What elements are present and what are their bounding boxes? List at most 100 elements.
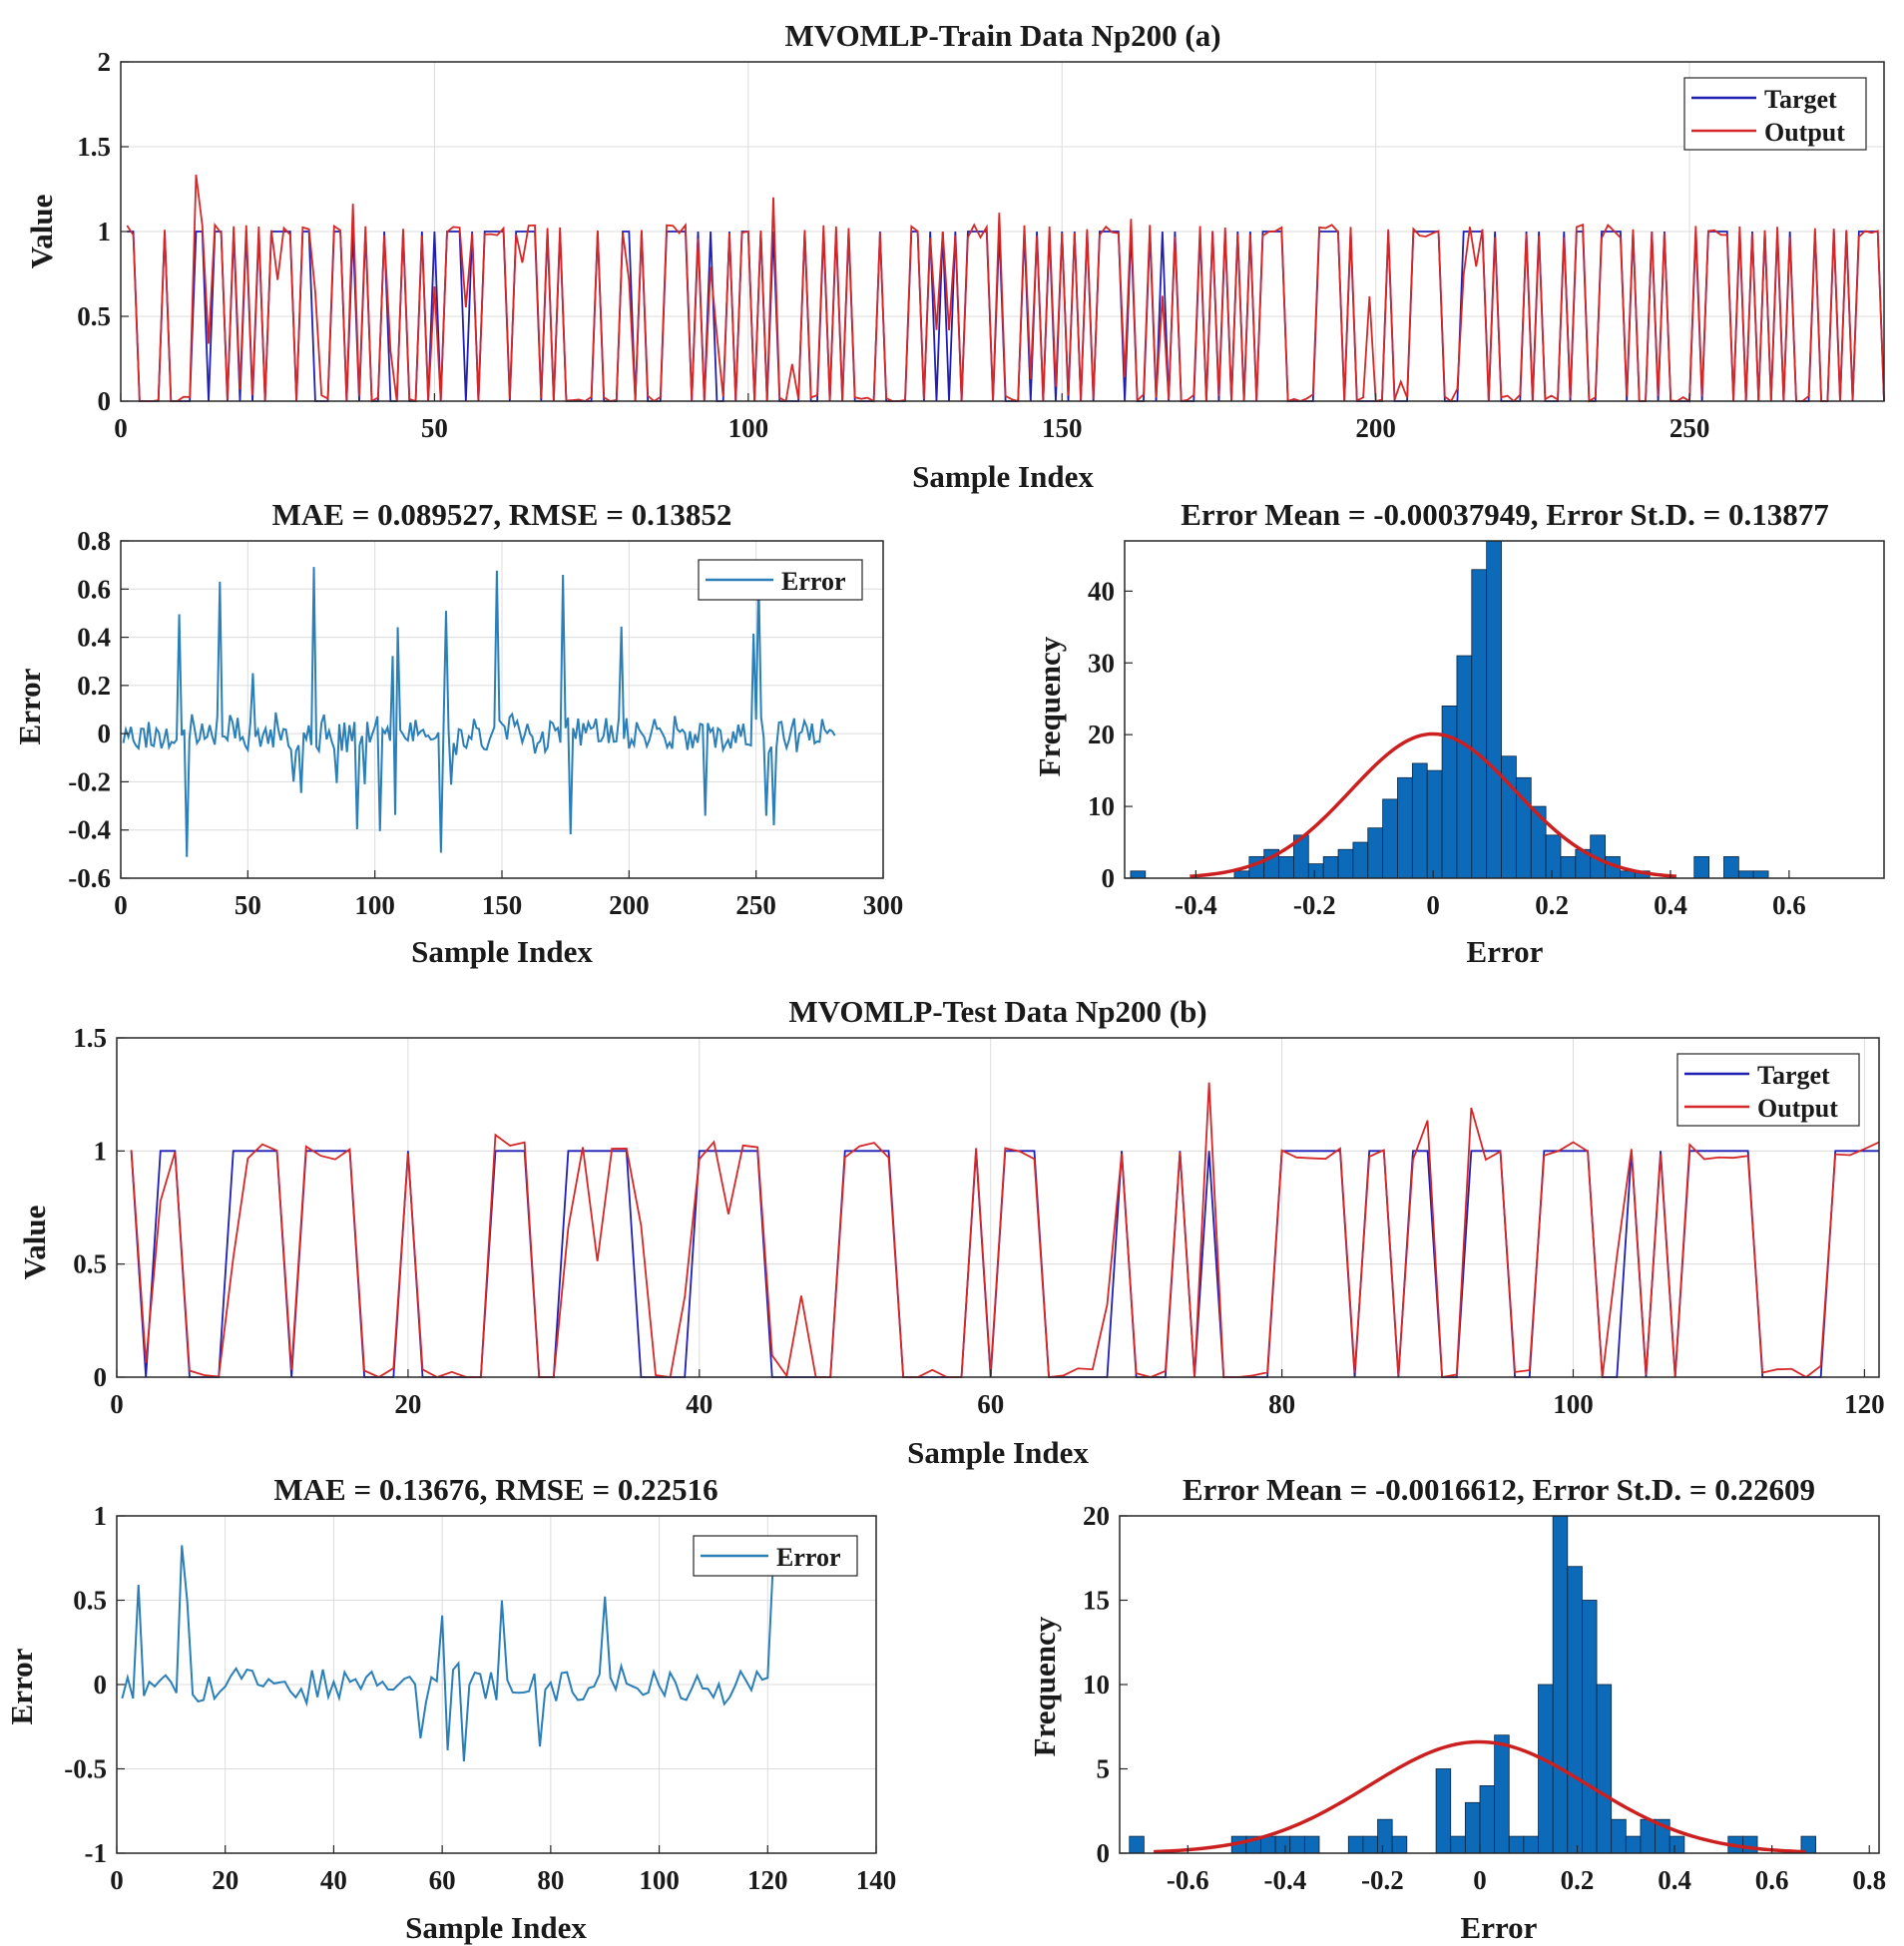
- x-tick-label: -0.6: [1167, 1865, 1209, 1895]
- test-error-line: [121, 1545, 774, 1762]
- x-tick-label: 0.2: [1561, 1865, 1595, 1895]
- x-tick-label: 0.4: [1658, 1865, 1691, 1895]
- train-hist-title: Error Mean = -0.00037949, Error St.D. = …: [1181, 497, 1829, 532]
- histogram-bar: [1640, 1818, 1657, 1854]
- x-tick-label: 0: [1426, 890, 1440, 920]
- histogram-bar: [1479, 1785, 1496, 1854]
- series-output-line: [130, 1082, 1880, 1379]
- histogram-bar: [1560, 856, 1577, 879]
- histogram-bar: [1274, 1835, 1291, 1854]
- x-tick-label: -0.2: [1293, 890, 1336, 920]
- histogram-bar: [1426, 769, 1443, 879]
- y-tick-label: 0.4: [77, 623, 111, 653]
- test-hist-xlabel: Error: [1461, 1910, 1538, 1945]
- panel-train-series: MVOMLP-Train Data Np200 (a) 0 50 100 150 200…: [24, 18, 1885, 494]
- x-tick-label: 0.6: [1772, 890, 1806, 920]
- normal-fit-curve: [1190, 731, 1677, 878]
- histogram-bar: [1391, 1835, 1408, 1854]
- histogram-bar: [1303, 1835, 1320, 1854]
- train-series-xlabel: Sample Index: [912, 459, 1094, 494]
- histogram-bar: [1435, 1768, 1452, 1854]
- histogram-bar: [1596, 1684, 1613, 1854]
- x-tick-label: 120: [747, 1865, 788, 1895]
- histogram-bar: [1456, 655, 1473, 879]
- series-output-line: [126, 174, 1885, 403]
- histogram-bar: [1464, 1801, 1481, 1854]
- x-tick-label: 60: [429, 1865, 456, 1895]
- train-error-legend: Error: [698, 559, 863, 601]
- train-hist-axes-box: [1124, 540, 1885, 879]
- test-series-title: MVOMLP-Test Data Np200 (b): [788, 994, 1206, 1029]
- histogram-bar: [1450, 1835, 1466, 1854]
- histogram-bar: [1582, 1600, 1598, 1854]
- x-tick-label: 40: [320, 1865, 347, 1895]
- y-tick-label: 0: [94, 1670, 108, 1700]
- x-tick-label: 250: [735, 890, 776, 920]
- x-tick-label: 40: [686, 1389, 713, 1419]
- y-tick-label: 0.5: [77, 301, 111, 331]
- train-hist-ylabel: Frequency: [1032, 636, 1067, 776]
- x-tick-label: 0: [110, 1865, 124, 1895]
- histogram-bar: [1501, 755, 1517, 879]
- histogram-bar: [1411, 762, 1428, 879]
- test-series-axes-box: [116, 1037, 1880, 1378]
- y-tick-label: 0: [94, 1362, 108, 1392]
- x-tick-label: 0: [110, 1389, 124, 1419]
- panel-train-error: MAE = 0.089527, RMSE = 0.13852 0 50 100 150…: [12, 497, 903, 969]
- error-line: [121, 1545, 774, 1762]
- x-tick-label: 250: [1669, 413, 1710, 443]
- y-tick-label: 0: [1097, 1838, 1111, 1868]
- histogram-bar: [1494, 1734, 1510, 1854]
- histogram-bar: [1552, 1515, 1569, 1854]
- x-tick-label: 0: [114, 890, 128, 920]
- histogram-bar: [1625, 1835, 1642, 1854]
- y-tick-label: 1: [94, 1136, 108, 1166]
- y-tick-label: 0: [98, 719, 112, 748]
- histogram-bar: [1260, 1835, 1276, 1854]
- y-tick-label: 40: [1088, 576, 1115, 606]
- train-series-legend-box: [1683, 77, 1867, 151]
- y-tick-label: 15: [1083, 1586, 1110, 1616]
- train-error-xlabel: Sample Index: [411, 934, 593, 969]
- test-error-ylabel: Error: [4, 1648, 39, 1724]
- x-tick-label: 50: [235, 890, 261, 920]
- legend-target-label: Target: [1757, 1061, 1830, 1090]
- train-error-ticks: 0 50 100 150 200 250 300 -0.6 -0.4 -0.2 0 0.2 0.4 0.6…: [68, 526, 903, 920]
- histogram-bar: [1752, 870, 1769, 879]
- train-hist-xlabel: Error: [1467, 934, 1544, 969]
- histogram-bar: [1337, 848, 1354, 879]
- histogram-bar: [1322, 856, 1339, 879]
- legend-error-label: Error: [781, 567, 846, 596]
- x-tick-label: 150: [1042, 413, 1083, 443]
- y-tick-label: 0: [1102, 863, 1116, 893]
- train-series-ylabel: Value: [24, 195, 59, 269]
- histogram-bar: [1382, 798, 1398, 879]
- test-series-legend-box: [1676, 1053, 1860, 1127]
- panel-test-error: MAE = 0.13676, RMSE = 0.22516 0 20 40 60 80 1…: [4, 1472, 896, 1945]
- y-tick-label: 0.2: [77, 671, 111, 701]
- legend-output-label: Output: [1757, 1094, 1838, 1123]
- histogram-bar: [1742, 1835, 1758, 1854]
- test-hist-ticks: -0.6 -0.4 -0.2 0 0.2 0.4 0.6 0.8 0 5 10 15 20: [1083, 1501, 1886, 1895]
- histogram-bar: [1352, 841, 1369, 879]
- x-tick-label: 80: [537, 1865, 564, 1895]
- histogram-bar: [1130, 870, 1147, 879]
- y-tick-label: 0.5: [73, 1586, 107, 1616]
- x-tick-label: 200: [609, 890, 650, 920]
- histogram-bar: [1538, 1684, 1554, 1854]
- x-tick-label: 200: [1355, 413, 1396, 443]
- x-tick-label: 100: [354, 890, 395, 920]
- x-tick-label: -0.4: [1263, 1865, 1306, 1895]
- x-tick-label: 300: [863, 890, 904, 920]
- histogram-bar: [1668, 1835, 1685, 1854]
- train-series-ticks: 0 50 100 150 200 250 0 0.5 1 1.5 2: [77, 47, 1709, 443]
- x-tick-label: 0: [114, 413, 128, 443]
- train-error-line: [122, 567, 836, 857]
- x-tick-label: -0.2: [1361, 1865, 1404, 1895]
- y-tick-label: -0.5: [64, 1754, 107, 1784]
- x-tick-label: 100: [639, 1865, 680, 1895]
- x-tick-label: 140: [856, 1865, 897, 1895]
- histogram-bar: [1377, 1818, 1393, 1854]
- panel-test-series: MVOMLP-Test Data Np200 (b) 0 20 40 60 80 100 1…: [17, 994, 1885, 1470]
